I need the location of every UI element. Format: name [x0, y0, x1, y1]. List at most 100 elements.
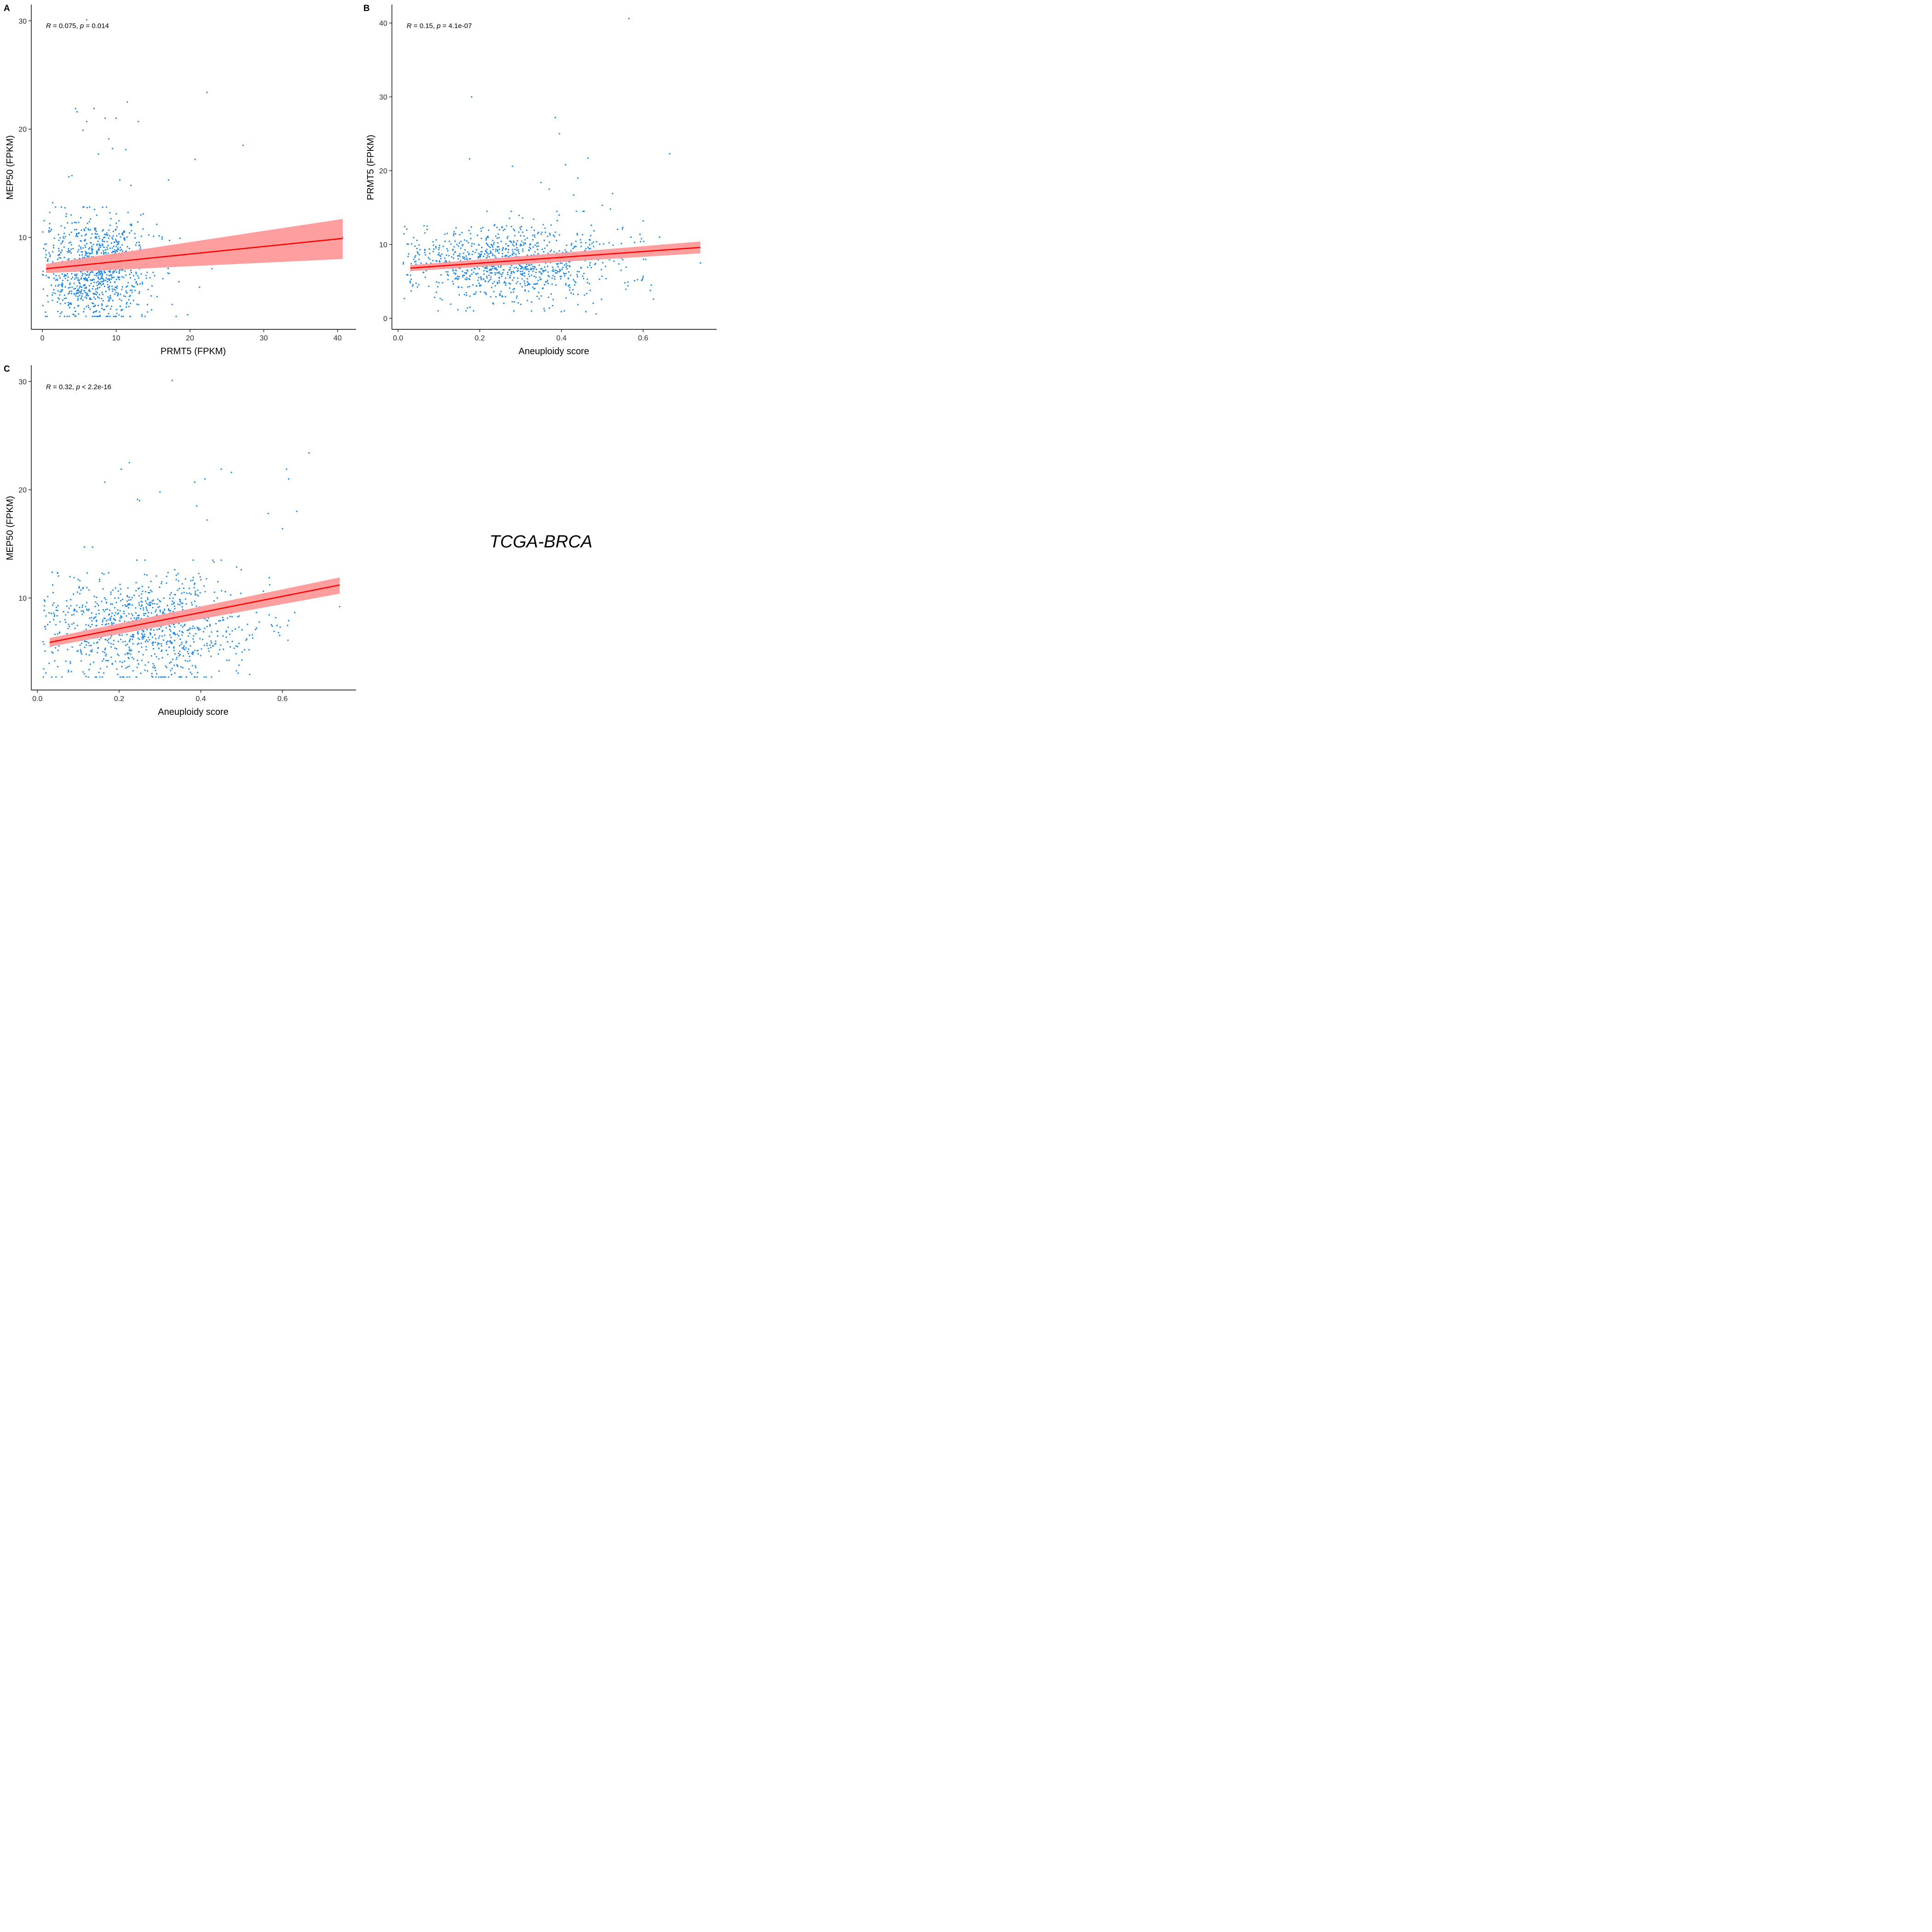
data-point: [185, 676, 188, 678]
data-point: [60, 289, 62, 291]
data-point: [650, 284, 652, 286]
data-point: [569, 289, 570, 291]
data-point: [487, 236, 489, 237]
data-point: [146, 610, 148, 611]
data-point: [81, 604, 84, 606]
data-point: [121, 250, 124, 253]
data-point: [159, 586, 161, 588]
data-point: [620, 270, 622, 271]
data-point: [558, 234, 560, 236]
data-point: [98, 243, 100, 245]
data-point: [235, 653, 237, 655]
data-point: [134, 237, 136, 239]
data-point: [57, 605, 59, 607]
data-point: [164, 634, 166, 636]
data-point: [539, 276, 540, 278]
data-point: [45, 628, 46, 630]
data-point: [83, 311, 85, 313]
data-point: [492, 248, 494, 250]
data-point: [51, 294, 53, 296]
data-point: [57, 290, 59, 292]
data-point: [151, 636, 154, 638]
data-point: [73, 314, 75, 316]
data-point: [511, 242, 512, 243]
data-point: [130, 302, 132, 304]
data-point: [187, 650, 189, 653]
data-point: [121, 661, 123, 663]
data-point: [126, 595, 128, 597]
data-point: [448, 255, 450, 257]
panel-letter-a: A: [4, 4, 10, 13]
data-point: [432, 251, 434, 253]
data-point: [473, 243, 475, 245]
data-point: [570, 250, 572, 252]
confidence-band: [49, 577, 340, 647]
data-point: [170, 610, 172, 612]
data-point: [102, 588, 104, 590]
data-point: [498, 237, 500, 239]
data-point: [404, 226, 406, 228]
data-point: [194, 594, 196, 596]
data-point: [516, 297, 518, 299]
data-point: [106, 246, 108, 248]
data-point: [504, 228, 506, 230]
data-point: [589, 289, 591, 291]
data-point: [126, 643, 128, 645]
data-point: [460, 247, 462, 249]
data-point: [88, 290, 90, 292]
data-point: [140, 642, 142, 644]
data-point: [170, 670, 172, 672]
data-point: [175, 579, 177, 581]
data-point: [175, 316, 177, 317]
data-point: [185, 642, 187, 644]
data-point: [466, 277, 468, 279]
data-point: [149, 639, 150, 641]
data-point: [84, 278, 86, 281]
data-point: [61, 291, 63, 293]
data-point: [89, 229, 91, 231]
data-point: [88, 248, 90, 250]
data-point: [491, 245, 493, 247]
x-tick-label: 0.2: [475, 334, 485, 342]
data-point: [179, 599, 181, 601]
data-point: [99, 579, 101, 581]
data-point: [143, 613, 145, 615]
data-point: [587, 246, 589, 248]
data-point: [288, 478, 290, 480]
data-point: [141, 660, 143, 661]
data-point: [69, 283, 71, 285]
data-point: [458, 245, 460, 247]
data-point: [80, 610, 82, 612]
data-point: [438, 252, 440, 254]
data-point: [176, 656, 178, 658]
data-point: [108, 237, 109, 239]
data-point: [150, 628, 152, 630]
x-tick-label: 0.4: [556, 334, 566, 342]
data-point: [637, 279, 638, 281]
data-point: [485, 242, 488, 244]
data-point: [590, 247, 592, 249]
data-point: [49, 621, 51, 623]
data-point: [92, 316, 93, 317]
data-point: [132, 638, 133, 640]
data-point: [192, 653, 194, 656]
data-point: [121, 316, 122, 317]
data-point: [124, 640, 126, 642]
data-point: [158, 637, 160, 639]
data-point: [218, 670, 220, 672]
data-point: [142, 590, 144, 592]
data-point: [489, 256, 490, 258]
data-point: [486, 271, 488, 273]
data-point: [55, 285, 57, 287]
data-point: [429, 253, 431, 254]
data-point: [57, 572, 59, 574]
x-axis-title-c: Aneuploidy score: [158, 707, 228, 717]
data-point: [423, 225, 425, 227]
data-point: [54, 660, 56, 662]
data-point: [174, 653, 176, 655]
data-point: [470, 238, 472, 240]
data-point: [598, 278, 600, 280]
data-point: [575, 210, 577, 212]
data-point: [485, 292, 487, 294]
data-point: [500, 266, 501, 268]
